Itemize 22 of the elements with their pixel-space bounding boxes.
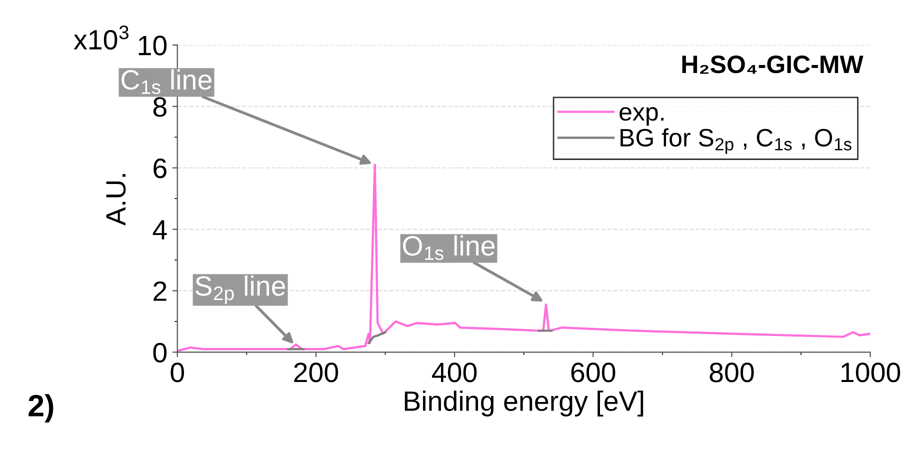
x-tick-label: 0 [170, 362, 184, 382]
y-tick-label: 2 [154, 281, 166, 301]
x-tick-label: 600 [571, 362, 616, 382]
y-tick-label: 4 [152, 220, 167, 240]
y-axis-title: A.U. [106, 174, 126, 226]
text: x10$^{3}$ [74, 26, 128, 50]
y-tick-label: 8 [153, 97, 166, 117]
x-axis-title: Binding energy [eV] [404, 390, 644, 416]
text: 2) [28, 394, 54, 423]
y-tick-label: 6 [154, 158, 166, 178]
annotation: S$_{2p}$ line [195, 275, 286, 304]
annotation: O$_{1s}$ line [403, 235, 495, 260]
x-tick-label: 800 [710, 362, 754, 382]
x-tick-label: 400 [432, 362, 477, 382]
y-tick-label: 10 [138, 36, 167, 56]
y-tick-label: 0 [153, 342, 167, 363]
x-tick-label: 200 [294, 362, 338, 382]
x-tick-label: 1000 [842, 362, 900, 382]
legend-label: exp. [620, 107, 664, 126]
chart-title: H₂SO₄-GIC-MW [682, 56, 864, 74]
annotation: C$_{1s}$ line [122, 69, 212, 94]
legend-label: BG for S$_{2p}$ , C$_{1s}$ , O$_{1s}$ [620, 128, 852, 154]
